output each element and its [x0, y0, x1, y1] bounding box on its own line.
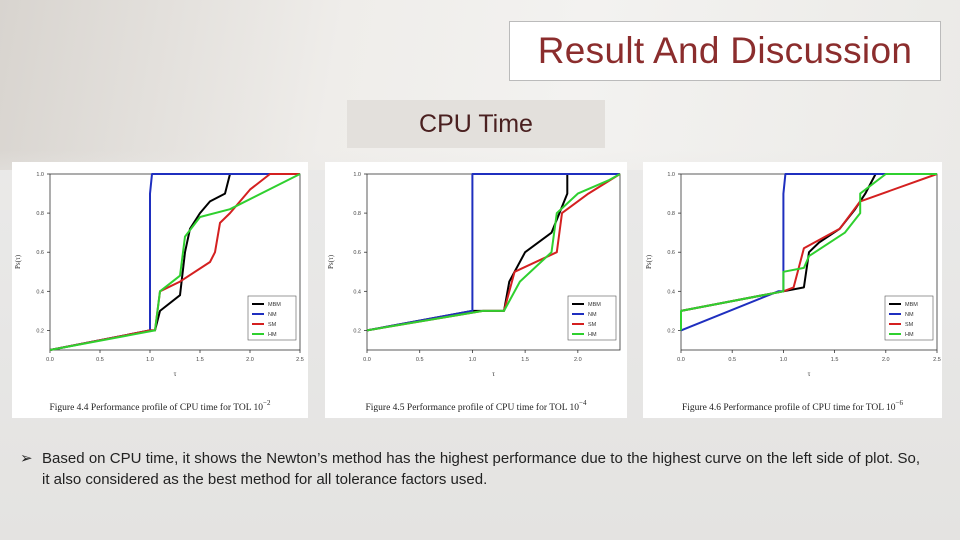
chart-panel-2: 0.0 0.5 1.0 1.5 2.0 0.2 0.4 0.6 0.8 1.0 τ Ps(τ) MBM N… [325, 162, 627, 418]
y-tick-label: 1.0 [353, 172, 361, 178]
series-line-mbm [680, 173, 937, 312]
caption-text: Figure 4.6 Performance profile of CPU ti… [682, 402, 896, 413]
y-tick-label: 0.4 [353, 289, 361, 295]
legend-label-hm: HM [905, 332, 914, 338]
y-tick-label: 1.0 [36, 172, 44, 178]
bullet-point: ➢ Based on CPU time, it shows the Newton… [20, 448, 920, 490]
y-tick-label: 0.4 [36, 289, 44, 295]
legend-label-hm: HM [588, 332, 597, 338]
x-tick-label: 1.0 [146, 357, 154, 363]
legend-box [247, 295, 297, 341]
y-axis-label: Ps(τ) [14, 254, 22, 269]
x-tick-label: 0.0 [677, 357, 685, 363]
x-tick-label: 1.5 [521, 357, 529, 363]
y-tick-label: 0.6 [667, 250, 675, 256]
caption-text: Figure 4.4 Performance profile of CPU ti… [50, 402, 264, 413]
y-tick-label: 0.2 [353, 328, 361, 334]
legend-label-sm: SM [588, 322, 597, 328]
y-tick-label: 0.8 [667, 211, 675, 217]
series-line-nm [680, 173, 937, 332]
x-tick-label: 2.0 [574, 357, 582, 363]
performance-profile-chart-2: 0.0 0.5 1.0 1.5 2.0 0.2 0.4 0.6 0.8 1.0 τ Ps(τ) MBM N… [327, 172, 621, 413]
figure-caption: Figure 4.4 Performance profile of CPU ti… [50, 399, 271, 413]
x-axis-label: τ [174, 370, 177, 378]
legend-label-nm: NM [268, 312, 277, 318]
title-box: Result And Discussion [509, 21, 941, 81]
legend-label-sm: SM [268, 322, 277, 328]
x-tick-label: 0.0 [46, 357, 54, 363]
y-axis-label: Ps(τ) [327, 254, 335, 269]
slide-title: Result And Discussion [537, 30, 913, 71]
y-tick-label: 0.6 [353, 250, 361, 256]
y-tick-label: 0.2 [667, 328, 675, 334]
figure-caption: Figure 4.5 Performance profile of CPU ti… [366, 399, 587, 413]
bullet-text: Based on CPU time, it shows the Newton’s… [42, 450, 920, 488]
performance-profile-chart-1: 0.0 0.5 1.0 1.5 2.0 2.5 0.2 0.4 0.6 0.8 1.0 τ Ps(τ) M… [14, 172, 304, 413]
legend-label-mbm: MBM [905, 302, 918, 308]
y-tick-label: 1.0 [667, 172, 675, 178]
y-tick-label: 0.8 [353, 211, 361, 217]
series-line-hm [680, 173, 937, 331]
legend-label-nm: NM [905, 312, 914, 318]
y-tick-label: 0.4 [667, 289, 675, 295]
chart-panel-3: 0.0 0.5 1.0 1.5 2.0 2.5 0.2 0.4 0.6 0.8 1.0 τ Ps(τ) M… [643, 162, 942, 418]
y-axis-label: Ps(τ) [645, 254, 653, 269]
chart-panel-1: 0.0 0.5 1.0 1.5 2.0 2.5 0.2 0.4 0.6 0.8 1.0 τ Ps(τ) M… [12, 162, 308, 418]
legend-label-mbm: MBM [268, 302, 281, 308]
x-tick-label: 1.5 [831, 357, 839, 363]
legend-label-sm: SM [905, 322, 914, 328]
y-tick-label: 0.8 [36, 211, 44, 217]
y-tick-label: 0.6 [36, 250, 44, 256]
x-tick-label: 2.0 [882, 357, 890, 363]
legend-label-hm: HM [268, 332, 277, 338]
caption-text: Figure 4.5 Performance profile of CPU ti… [366, 402, 580, 413]
x-tick-label: 0.5 [728, 357, 736, 363]
x-axis-label: τ [808, 370, 811, 378]
x-tick-label: 1.0 [780, 357, 788, 363]
bullet-arrow-icon: ➢ [20, 450, 33, 467]
x-tick-label: 1.5 [196, 357, 204, 363]
figure-caption: Figure 4.6 Performance profile of CPU ti… [682, 399, 903, 413]
caption-exponent: −2 [263, 399, 271, 407]
x-tick-label: 2.5 [933, 357, 941, 363]
x-tick-label: 1.0 [469, 357, 477, 363]
y-tick-label: 0.2 [36, 328, 44, 334]
subtitle-box: CPU Time [347, 100, 605, 148]
x-tick-label: 0.5 [416, 357, 424, 363]
series-line-hm [366, 173, 621, 332]
legend-label-mbm: MBM [588, 302, 601, 308]
x-axis-label: τ [492, 370, 495, 378]
x-tick-label: 2.0 [246, 357, 254, 363]
caption-exponent: −6 [896, 399, 904, 407]
x-tick-label: 2.5 [296, 357, 304, 363]
performance-profile-chart-3: 0.0 0.5 1.0 1.5 2.0 2.5 0.2 0.4 0.6 0.8 1.0 τ Ps(τ) M… [645, 172, 941, 413]
x-tick-label: 0.0 [363, 357, 371, 363]
series-line-sm [680, 173, 938, 312]
legend-label-nm: NM [588, 312, 597, 318]
slide-subtitle: CPU Time [419, 109, 533, 138]
caption-exponent: −4 [579, 399, 587, 407]
series-line-hm [49, 173, 301, 351]
x-tick-label: 0.5 [96, 357, 104, 363]
